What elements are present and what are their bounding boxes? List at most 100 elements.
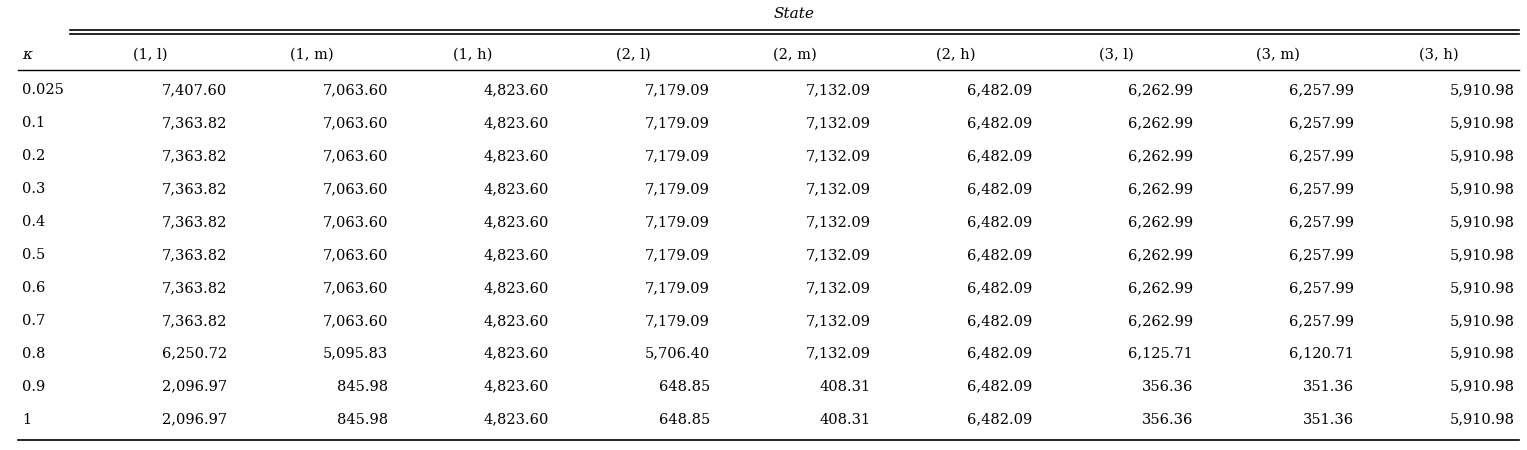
Text: 1: 1 (21, 413, 31, 427)
Text: (3, h): (3, h) (1419, 48, 1458, 62)
Text: 5,706.40: 5,706.40 (644, 347, 710, 361)
Text: 0.2: 0.2 (21, 149, 46, 163)
Text: 6,257.99: 6,257.99 (1289, 117, 1354, 130)
Text: 4,823.60: 4,823.60 (484, 413, 550, 427)
Text: 7,179.09: 7,179.09 (644, 149, 710, 163)
Text: 0.1: 0.1 (21, 117, 46, 130)
Text: 7,063.60: 7,063.60 (322, 314, 388, 328)
Text: 7,179.09: 7,179.09 (644, 281, 710, 295)
Text: 0.4: 0.4 (21, 215, 46, 229)
Text: 4,823.60: 4,823.60 (484, 314, 550, 328)
Text: 7,179.09: 7,179.09 (644, 215, 710, 229)
Text: 6,125.71: 6,125.71 (1128, 347, 1193, 361)
Text: 5,910.98: 5,910.98 (1451, 83, 1515, 98)
Text: 6,262.99: 6,262.99 (1128, 149, 1193, 163)
Text: State: State (774, 7, 815, 21)
Text: (3, m): (3, m) (1255, 48, 1299, 62)
Text: 5,910.98: 5,910.98 (1451, 380, 1515, 394)
Text: 5,910.98: 5,910.98 (1451, 314, 1515, 328)
Text: 7,363.82: 7,363.82 (162, 314, 228, 328)
Text: 7,363.82: 7,363.82 (162, 149, 228, 163)
Text: 6,250.72: 6,250.72 (162, 347, 228, 361)
Text: (2, m): (2, m) (773, 48, 817, 62)
Text: (1, m): (1, m) (290, 48, 333, 62)
Text: 7,132.09: 7,132.09 (806, 347, 870, 361)
Text: 7,063.60: 7,063.60 (322, 281, 388, 295)
Text: 5,910.98: 5,910.98 (1451, 413, 1515, 427)
Text: 0.9: 0.9 (21, 380, 46, 394)
Text: (1, l): (1, l) (133, 48, 168, 62)
Text: 6,262.99: 6,262.99 (1128, 117, 1193, 130)
Text: 6,257.99: 6,257.99 (1289, 281, 1354, 295)
Text: 6,257.99: 6,257.99 (1289, 83, 1354, 98)
Text: 7,063.60: 7,063.60 (322, 117, 388, 130)
Text: 7,063.60: 7,063.60 (322, 248, 388, 262)
Text: 2,096.97: 2,096.97 (162, 380, 228, 394)
Text: (2, l): (2, l) (617, 48, 651, 62)
Text: 6,257.99: 6,257.99 (1289, 182, 1354, 196)
Text: 6,120.71: 6,120.71 (1289, 347, 1354, 361)
Text: 7,132.09: 7,132.09 (806, 248, 870, 262)
Text: 6,262.99: 6,262.99 (1128, 83, 1193, 98)
Text: 7,132.09: 7,132.09 (806, 117, 870, 130)
Text: 6,257.99: 6,257.99 (1289, 149, 1354, 163)
Text: 7,407.60: 7,407.60 (162, 83, 228, 98)
Text: 7,363.82: 7,363.82 (162, 215, 228, 229)
Text: 5,910.98: 5,910.98 (1451, 215, 1515, 229)
Text: 6,482.09: 6,482.09 (967, 380, 1032, 394)
Text: 5,910.98: 5,910.98 (1451, 117, 1515, 130)
Text: 7,179.09: 7,179.09 (644, 83, 710, 98)
Text: 7,132.09: 7,132.09 (806, 281, 870, 295)
Text: 7,132.09: 7,132.09 (806, 83, 870, 98)
Text: 7,132.09: 7,132.09 (806, 149, 870, 163)
Text: 6,482.09: 6,482.09 (967, 314, 1032, 328)
Text: 7,063.60: 7,063.60 (322, 149, 388, 163)
Text: 5,910.98: 5,910.98 (1451, 182, 1515, 196)
Text: 6,482.09: 6,482.09 (967, 149, 1032, 163)
Text: 7,179.09: 7,179.09 (644, 248, 710, 262)
Text: 4,823.60: 4,823.60 (484, 281, 550, 295)
Text: 6,482.09: 6,482.09 (967, 347, 1032, 361)
Text: 5,910.98: 5,910.98 (1451, 248, 1515, 262)
Text: 4,823.60: 4,823.60 (484, 182, 550, 196)
Text: 6,257.99: 6,257.99 (1289, 314, 1354, 328)
Text: 7,063.60: 7,063.60 (322, 182, 388, 196)
Text: 5,910.98: 5,910.98 (1451, 281, 1515, 295)
Text: 6,482.09: 6,482.09 (967, 182, 1032, 196)
Text: 6,262.99: 6,262.99 (1128, 248, 1193, 262)
Text: 7,363.82: 7,363.82 (162, 117, 228, 130)
Text: 4,823.60: 4,823.60 (484, 117, 550, 130)
Text: 351.36: 351.36 (1303, 380, 1354, 394)
Text: 6,262.99: 6,262.99 (1128, 281, 1193, 295)
Text: 7,363.82: 7,363.82 (162, 248, 228, 262)
Text: 356.36: 356.36 (1142, 413, 1193, 427)
Text: 7,363.82: 7,363.82 (162, 281, 228, 295)
Text: 0.8: 0.8 (21, 347, 46, 361)
Text: 648.85: 648.85 (658, 380, 710, 394)
Text: 7,179.09: 7,179.09 (644, 182, 710, 196)
Text: 4,823.60: 4,823.60 (484, 347, 550, 361)
Text: 4,823.60: 4,823.60 (484, 149, 550, 163)
Text: (1, h): (1, h) (454, 48, 492, 62)
Text: 0.5: 0.5 (21, 248, 46, 262)
Text: 0.3: 0.3 (21, 182, 46, 196)
Text: 5,910.98: 5,910.98 (1451, 347, 1515, 361)
Text: 5,095.83: 5,095.83 (322, 347, 388, 361)
Text: 6,257.99: 6,257.99 (1289, 248, 1354, 262)
Text: 6,482.09: 6,482.09 (967, 248, 1032, 262)
Text: 6,482.09: 6,482.09 (967, 117, 1032, 130)
Text: (3, l): (3, l) (1099, 48, 1135, 62)
Text: 7,179.09: 7,179.09 (644, 117, 710, 130)
Text: 6,482.09: 6,482.09 (967, 413, 1032, 427)
Text: 845.98: 845.98 (337, 413, 388, 427)
Text: 6,257.99: 6,257.99 (1289, 215, 1354, 229)
Text: 0.6: 0.6 (21, 281, 46, 295)
Text: 408.31: 408.31 (820, 380, 870, 394)
Text: 7,063.60: 7,063.60 (322, 215, 388, 229)
Text: 6,482.09: 6,482.09 (967, 83, 1032, 98)
Text: 6,482.09: 6,482.09 (967, 215, 1032, 229)
Text: 408.31: 408.31 (820, 413, 870, 427)
Text: 0.025: 0.025 (21, 83, 64, 98)
Text: κ: κ (21, 48, 32, 62)
Text: 4,823.60: 4,823.60 (484, 83, 550, 98)
